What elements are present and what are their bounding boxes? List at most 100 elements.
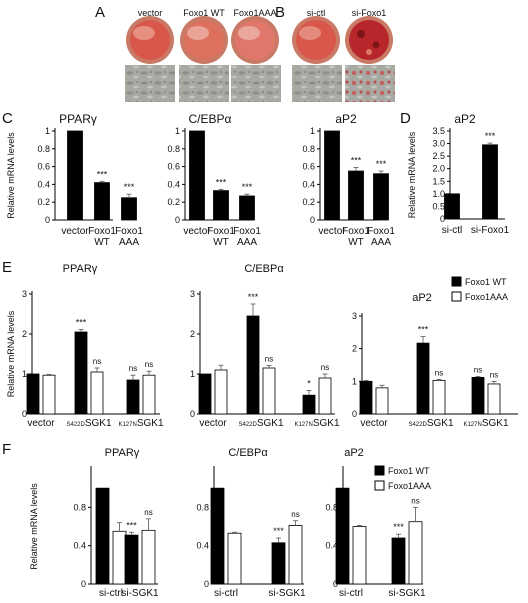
y-tick-label: 2 [190,329,195,339]
dish-label-vector: vector [138,8,163,18]
bar [375,387,389,415]
chart-title: C/EBPα [189,112,232,126]
legend-e-swatch-wt [451,276,462,287]
bar [373,173,389,221]
bar [141,529,156,585]
y-tick-label: 1 [175,126,180,136]
y-tick-label: 0.4 [196,541,209,551]
y-tick-label: 0.2 [302,197,315,207]
bar [416,342,430,415]
y-tick-label: 0.8 [196,502,209,512]
category-label: S422DSGK1 [66,418,111,429]
y-tick-label: 0.4 [325,541,338,551]
micrograph-foxo1aaa [231,65,281,102]
bar [352,526,367,585]
bar [482,144,498,220]
y-tick-label: 0 [333,579,338,589]
y-tick-label: 1 [310,126,315,136]
category-label: Foxo1 [88,226,116,237]
bar [262,367,276,415]
category-label: si-ctrl [214,588,238,599]
bar [444,193,460,220]
chart-d-3: aP2 Relative mRNA levels 0 0.5 1.0 1.5 2.0 2.5 3… [407,112,510,236]
bar [359,380,373,415]
significance-label: *** [124,182,135,192]
bar [90,371,104,415]
bar [432,379,446,415]
category-label: S422DSGK1 [408,418,453,429]
category-label: si-SGK1 [388,588,426,599]
bar [227,532,242,585]
y-tick-label: 0.4 [37,179,50,189]
category-label: K127NSGK1 [294,418,339,429]
category-label: vector [183,226,211,237]
category-label: WT [94,237,110,248]
y-tick-label: 0.8 [37,144,50,154]
legend-f-swatch-aaa [374,480,385,491]
significance-label: ns [93,357,101,366]
y-tick-label: 1 [352,376,357,386]
dish-foxo1aaa [231,16,279,64]
y-tick-label: 1.5 [432,176,445,186]
y-tick-label: 3 [190,289,195,299]
bar [302,394,316,415]
dish-vector [126,16,174,64]
y-tick-label: 0.2 [167,197,180,207]
dish-label-foxo1aaa: Foxo1AAA [233,8,276,18]
significance-label: ns [490,370,498,379]
y-tick-label: 2.0 [432,164,445,174]
dish-si-foxo1 [345,16,393,64]
category-label: Foxo1 [115,226,143,237]
legend-e-swatch-aaa [451,291,462,302]
bar [74,331,88,415]
significance-label: *** [97,169,108,179]
bar [214,369,228,415]
significance-label: *** [126,520,137,530]
bar [391,537,406,585]
significance-label: *** [273,526,284,536]
category-label: K127NSGK1 [118,418,163,429]
y-tick-label: 0.4 [167,179,180,189]
category-label: Foxo1 [207,226,235,237]
y-tick-label: 1.0 [432,189,445,199]
panel-letter-a: A [95,4,105,21]
chart-f-8: C/EBPα 0 0.4 0.8 si-ctrl *** ns si-SGK1 [196,447,306,599]
bar [42,374,56,415]
significance-label: ns [265,355,273,364]
y-axis-label: Relative mRNA levels [6,132,16,219]
y-tick-label: 0 [45,215,50,225]
micrograph-foxo1-wt [179,65,229,102]
category-label: si-ctrl [339,588,363,599]
legend-f-swatch-wt [374,465,385,476]
significance-label: ns [321,363,329,372]
panel-b: si-ctl si-Foxo1 [292,8,395,102]
bar [318,377,332,415]
bar [471,377,485,415]
bar [26,373,40,415]
category-label: vector [199,418,227,429]
significance-label: *** [76,318,87,328]
category-label: WT [213,237,229,248]
category-label: vector [360,418,388,429]
y-tick-label: 0 [190,409,195,419]
bar [126,379,140,415]
significance-label: *** [393,522,404,532]
significance-label: ns [435,368,443,377]
panel-letter-f: F [2,441,11,458]
dish-label-si-foxo1: si-Foxo1 [352,8,387,18]
y-tick-label: 2.5 [432,151,445,161]
y-tick-label: 0.6 [167,162,180,172]
significance-label: ns [411,496,419,505]
bar [324,130,340,221]
category-label: AAA [371,237,391,248]
chart-c-1: C/EBPα00.20.40.60.81vector***Foxo1WT***F… [167,112,261,248]
bar [124,534,139,585]
significance-label: ns [474,365,482,374]
panel-a: vector Foxo1 WT Foxo1AAA [125,8,281,102]
y-axis-label: Relative mRNA levels [407,131,417,218]
category-label: vector [27,418,55,429]
chart-f-7: PPARγ Relative mRNA levels 0 0.4 0.8 si-ctrl *… [29,447,159,599]
bar [408,521,423,585]
